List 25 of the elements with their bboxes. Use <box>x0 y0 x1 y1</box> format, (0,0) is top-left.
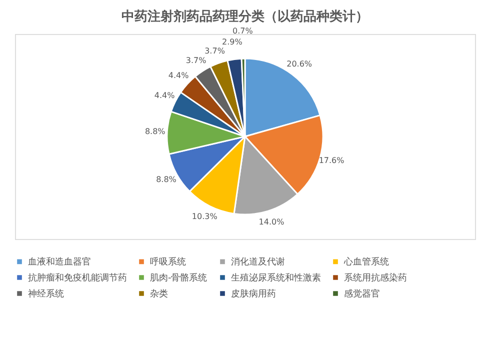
legend-label: 呼吸系统 <box>150 256 186 268</box>
data-label: 2.9% <box>222 37 243 46</box>
legend-label: 杂类 <box>150 288 168 300</box>
legend-label: 肌肉-骨骼系统 <box>150 272 208 284</box>
legend-label: 皮肤病用药 <box>231 288 276 300</box>
legend-label: 消化道及代谢 <box>231 256 285 268</box>
data-label: 17.6% <box>318 156 345 166</box>
legend-label: 心血管系统 <box>343 256 389 268</box>
data-label: 3.7% <box>204 46 226 56</box>
legend-label: 系统用抗感染药 <box>344 272 407 284</box>
data-label: 0.7% <box>232 26 254 36</box>
legend-label: 神经系统 <box>28 288 64 300</box>
data-label: 8.8% <box>144 127 166 136</box>
legend-label: 感觉器官 <box>344 288 380 300</box>
legend-label: 抗肿瘤和免疫机能调节药 <box>28 272 127 284</box>
chart-title: 中药注射剂药品药理分类（以药品种类计） <box>122 8 368 25</box>
data-label: 3.7% <box>186 56 207 65</box>
data-label: 4.4% <box>154 91 176 100</box>
data-label: 8.8% <box>156 175 177 184</box>
data-label: 4.4% <box>168 70 190 80</box>
data-label: 20.6% <box>286 60 312 69</box>
legend-label: 血液和造血器官 <box>28 256 91 268</box>
legend-label: 生殖泌尿系统和性激素 <box>231 272 321 284</box>
data-label: 10.3% <box>192 212 218 221</box>
data-label: 14.0% <box>258 218 285 227</box>
